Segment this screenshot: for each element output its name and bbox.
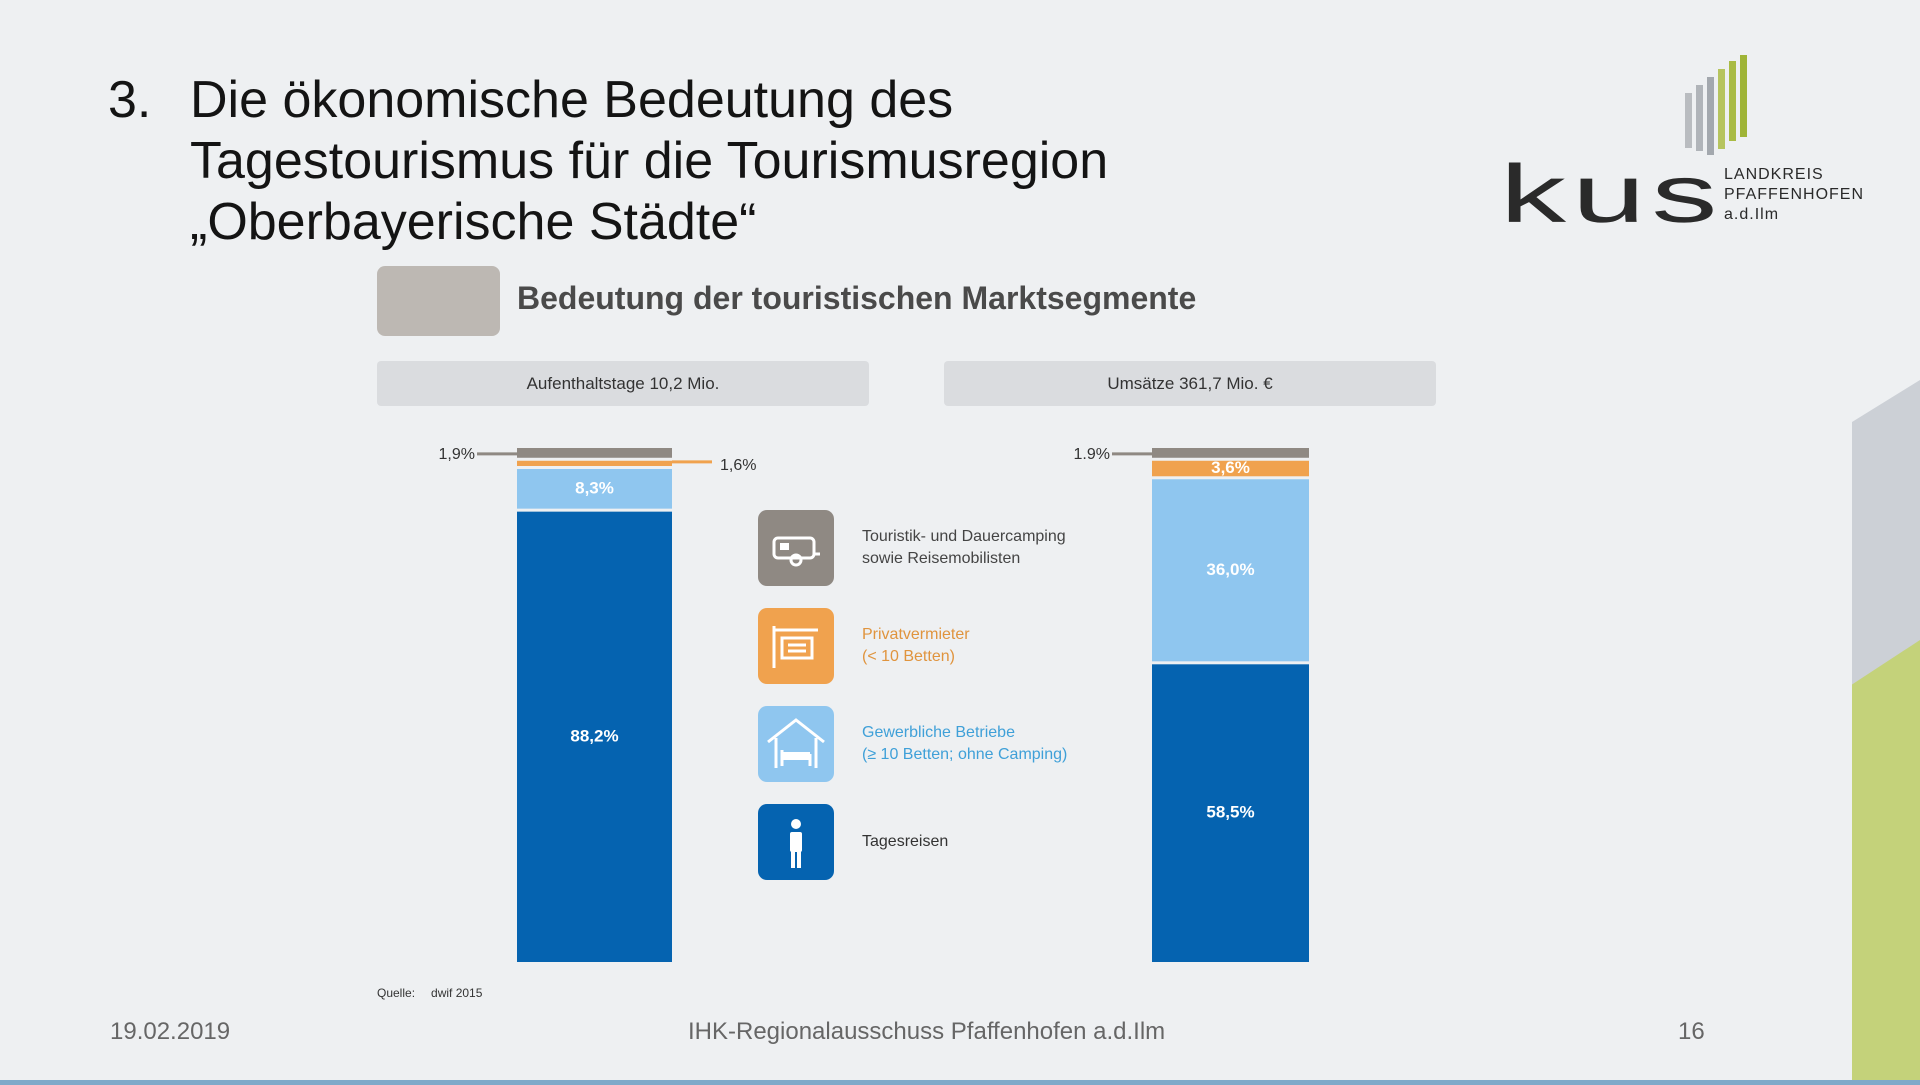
data-label-revenue-commercial: 36,0% [1206,560,1254,579]
footer-date: 19.02.2019 [110,1018,231,1045]
decor-green-shape [1852,640,1920,1085]
bar-stays-camping [517,448,672,458]
slide-number: 3. [108,71,152,129]
data-label-stays-private: 1,6% [720,457,756,474]
legend-label-camping: Touristik- und Dauercamping sowie Reisem… [862,526,1066,570]
chart-header-revenue: Umsätze 361,7 Mio. € [944,361,1436,406]
bar-stays-day-trips [517,511,672,962]
logo-bars-icon [1685,55,1747,155]
section-swatch [377,266,500,336]
legend-swatch-private [758,608,834,684]
section-title: Bedeutung der touristischen Marktsegment… [517,280,1197,316]
legend-swatch-day-trips [758,804,834,880]
legend-label-private-line1: Privatvermieter [862,626,970,643]
house-bed-icon [767,718,825,768]
legend-label-commercial-line1: Gewerbliche Betriebe [862,724,1015,741]
source-label: Quelle: [377,986,416,1000]
bottom-accent-line [0,1080,1920,1085]
legend-label-day-trips-line1: Tagesreisen [862,833,949,850]
legend-swatch-commercial [758,706,834,782]
source-value: dwif 2015 [431,986,483,1000]
title-line-3: „Oberbayerische Städte“ [190,193,757,251]
bar-revenue-camping [1152,448,1309,458]
data-label-revenue-private: 3,6% [1211,458,1250,477]
legend-swatch-camping [758,510,834,586]
bar-revenue-commercial [1152,479,1309,662]
person-icon [790,819,802,868]
legend-label-private-line2: (< 10 Betten) [862,648,955,665]
legend-label-commercial-line2: (≥ 10 Betten; ohne Camping) [862,746,1068,763]
bar-stays-commercial [517,468,672,509]
logo-line-3: a.d.Ilm [1724,206,1780,223]
data-label-stays-camping: 1,9% [439,446,475,463]
source-note: Quelle: dwif 2015 [377,986,482,1000]
logo-wordmark: kus [1500,148,1724,240]
legend-label-private: Privatvermieter (< 10 Betten) [862,624,970,668]
bed-sign-icon [772,626,818,668]
title-line-2: Tagestourismus für die Tourismusregion [190,132,1109,190]
bar-stays-private [517,460,672,466]
data-label-stays-commercial: 8,3% [575,478,614,497]
logo-line-1: LANDKREIS [1724,166,1824,183]
kus-logo: kus LANDKREIS PFAFFENHOFEN a.d.Ilm [1500,55,1863,240]
title-line-1: Die ökonomische Bedeutung des [190,71,954,129]
data-label-revenue-camping: 1.9% [1074,446,1110,463]
legend-label-day-trips: Tagesreisen [862,831,948,853]
footer-page-number: 16 [1678,1018,1705,1045]
data-label-stays-day-trips: 88,2% [570,726,618,745]
legend-label-commercial: Gewerbliche Betriebe (≥ 10 Betten; ohne … [862,722,1067,766]
data-label-revenue-day-trips: 58,5% [1206,803,1254,822]
logo-subtitle: LANDKREIS PFAFFENHOFEN a.d.Ilm [1724,165,1864,225]
legend-label-camping-line1: Touristik- und Dauercamping [862,528,1066,545]
caravan-icon [772,536,820,567]
logo-line-2: PFAFFENHOFEN [1724,186,1865,203]
bar-revenue-day-trips [1152,664,1309,962]
bar-revenue-private [1152,460,1309,477]
legend-label-camping-line2: sowie Reisemobilisten [862,550,1021,567]
footer-center: IHK-Regionalausschuss Pfaffenhofen a.d.I… [688,1018,1166,1045]
chart-header-stays: Aufenthaltstage 10,2 Mio. [377,361,869,406]
